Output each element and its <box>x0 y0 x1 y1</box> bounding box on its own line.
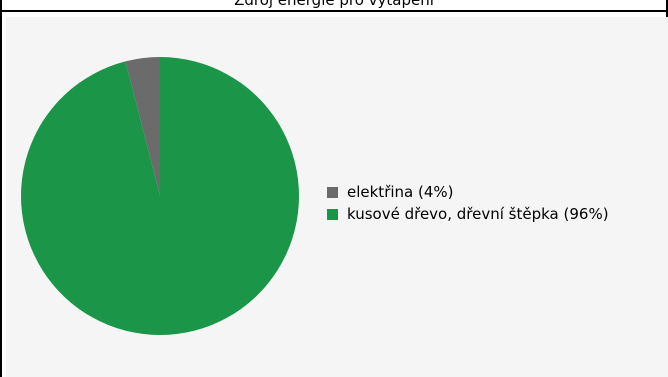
legend-swatch-electricity <box>327 187 338 198</box>
legend-label-wood: kusové dřevo, dřevní štěpka (96%) <box>347 205 609 223</box>
legend-swatch-wood <box>327 209 338 220</box>
pie-slice-wood <box>20 57 300 335</box>
page-title: Zdroj energie pro vytápění <box>234 0 434 9</box>
chart-legend: elektřina (4%) kusové dřevo, dřevní štěp… <box>327 184 627 228</box>
chart-panel: elektřina (4%) kusové dřevo, dřevní štěp… <box>6 17 668 377</box>
pie-slice-electricity <box>125 57 160 196</box>
header-bar: Zdroj energie pro vytápění <box>0 0 668 12</box>
legend-item-wood: kusové dřevo, dřevní štěpka (96%) <box>327 206 627 222</box>
pie-chart <box>20 57 300 335</box>
legend-label-electricity: elektřina (4%) <box>347 183 454 201</box>
legend-item-electricity: elektřina (4%) <box>327 184 627 200</box>
